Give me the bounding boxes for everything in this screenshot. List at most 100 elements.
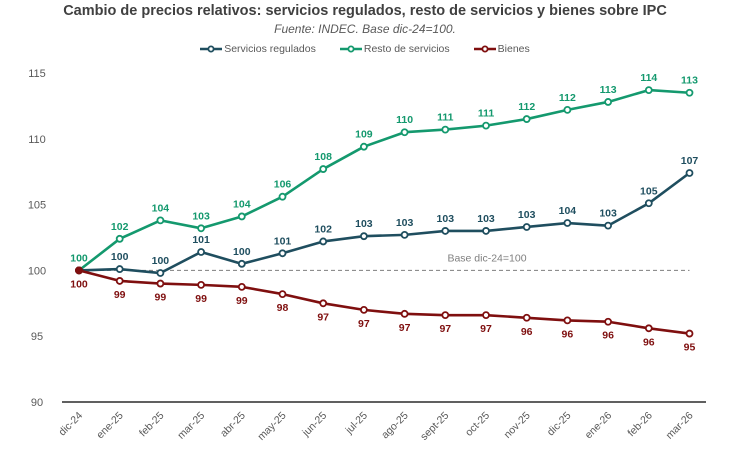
data-point <box>400 309 409 318</box>
data-point <box>604 317 612 326</box>
data-label: 113 <box>600 84 617 96</box>
data-label: 107 <box>681 155 699 167</box>
x-tick-label: ene-25 <box>94 410 126 442</box>
x-tick-label: nov-25 <box>502 410 533 441</box>
data-label: 109 <box>355 129 373 141</box>
data-point <box>197 248 206 256</box>
x-tick-label: mar-26 <box>664 410 696 442</box>
data-label: 100 <box>152 255 170 267</box>
data-label: 105 <box>640 185 658 197</box>
legend-swatch-icon <box>473 45 496 53</box>
data-label: 99 <box>114 289 126 301</box>
data-point <box>522 115 531 123</box>
data-label: 97 <box>439 323 451 335</box>
data-label: 103 <box>192 210 210 222</box>
data-label: 102 <box>111 221 129 233</box>
data-point-origin <box>75 266 83 275</box>
chart-title: Cambio de precios relativos: servicios r… <box>63 3 667 19</box>
y-tick-label: 110 <box>28 134 46 146</box>
reference-line-label: Base dic-24=100 <box>447 252 526 264</box>
data-label: 96 <box>602 330 614 342</box>
x-tick-label: feb-25 <box>137 410 167 440</box>
data-point <box>644 86 653 95</box>
data-label: 101 <box>274 235 292 247</box>
data-point <box>156 216 165 225</box>
legend-label: Resto de servicios <box>363 43 450 55</box>
data-point <box>359 305 368 314</box>
data-label: 110 <box>396 114 413 126</box>
legend-label: Bienes <box>497 43 530 55</box>
series-line-2 <box>78 269 690 335</box>
x-tick-label: mar-25 <box>175 410 207 442</box>
data-label: 97 <box>358 318 370 330</box>
data-point <box>482 311 490 320</box>
x-tick-label: oct-25 <box>463 410 492 439</box>
legend-swatch-icon <box>200 45 223 53</box>
data-label: 103 <box>518 209 536 221</box>
data-point <box>197 280 206 289</box>
data-point <box>237 212 246 221</box>
data-point <box>400 128 409 137</box>
data-point <box>278 249 287 258</box>
data-label: 100 <box>233 246 251 258</box>
y-tick-label: 90 <box>31 397 43 409</box>
series-line-0 <box>78 171 691 275</box>
x-tick-label: may-25 <box>255 410 288 443</box>
data-label: 97 <box>399 322 411 334</box>
y-tick-label: 115 <box>28 68 46 80</box>
data-point <box>278 290 287 298</box>
data-label: 111 <box>437 112 454 124</box>
data-label: 99 <box>155 292 167 304</box>
data-point <box>359 142 368 151</box>
data-label: 99 <box>236 295 248 307</box>
data-label: 103 <box>437 213 455 225</box>
data-point <box>482 227 490 235</box>
data-label: 97 <box>480 323 492 335</box>
data-label: 95 <box>684 342 696 354</box>
legend-label: Servicios regulados <box>224 43 316 55</box>
legend-item-bienes: Bienes <box>473 43 530 55</box>
x-tick-label: jun-25 <box>299 410 329 440</box>
x-tick-label: ago-25 <box>379 410 411 442</box>
data-label: 100 <box>70 252 88 264</box>
data-point <box>237 282 246 291</box>
data-point <box>197 224 206 233</box>
data-point <box>522 313 531 322</box>
data-point <box>482 121 490 130</box>
data-label: 113 <box>681 75 698 87</box>
data-label: 100 <box>111 251 129 263</box>
data-point <box>563 316 572 325</box>
data-point <box>563 105 572 114</box>
data-label: 101 <box>192 234 210 246</box>
data-point <box>115 265 124 273</box>
series-line-1 <box>78 88 690 272</box>
data-point <box>685 169 694 177</box>
data-label: 114 <box>640 72 657 84</box>
chart-subtitle: Fuente: INDEC. Base dic-24=100. <box>274 22 456 36</box>
data-point <box>604 221 612 230</box>
data-label: 96 <box>643 336 655 348</box>
data-point <box>604 98 612 106</box>
data-point <box>359 232 368 241</box>
data-point <box>441 125 450 134</box>
data-point <box>115 277 124 285</box>
data-point <box>644 324 653 333</box>
data-label: 97 <box>317 311 329 323</box>
data-label: 104 <box>233 198 251 210</box>
x-tick-label: dic-25 <box>545 410 574 439</box>
x-tick-label: abr-25 <box>218 410 248 440</box>
data-label: 96 <box>521 326 533 338</box>
data-point <box>400 230 409 239</box>
legend-swatch-icon <box>339 45 362 53</box>
data-label: 102 <box>314 223 332 235</box>
data-point <box>563 219 572 227</box>
legend-item-servicios-regulados: Servicios regulados <box>200 43 316 55</box>
data-label: 99 <box>195 293 207 305</box>
x-tick-label: sept-25 <box>418 410 451 443</box>
data-label: 112 <box>518 101 535 113</box>
data-label: 103 <box>599 208 617 220</box>
data-label: 104 <box>152 202 170 214</box>
data-point <box>156 269 165 277</box>
data-point <box>441 227 450 235</box>
